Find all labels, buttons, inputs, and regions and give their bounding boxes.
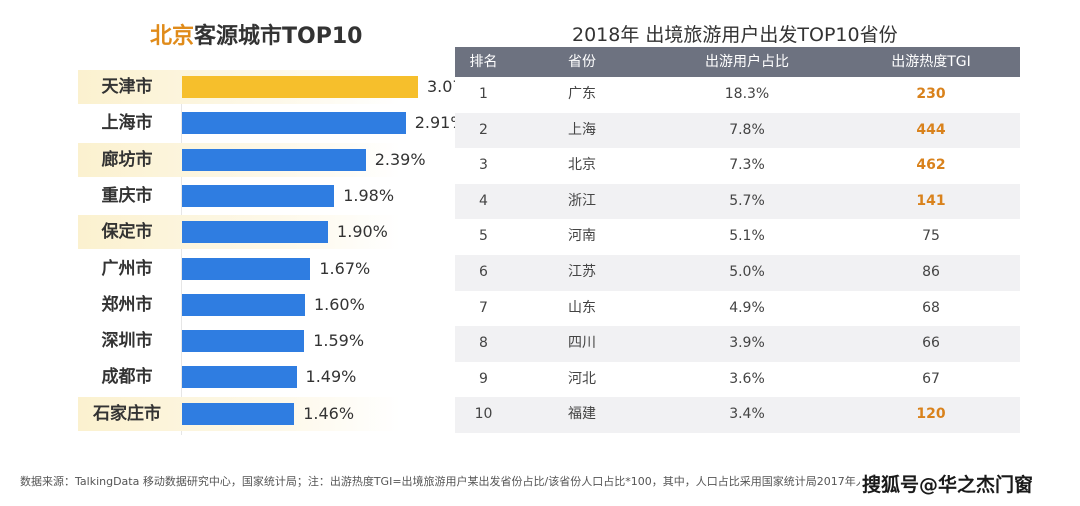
rank-cell: 10 <box>474 406 493 423</box>
province-cell: 广东 <box>568 86 596 102</box>
city-label: 郑州市 <box>101 294 153 315</box>
tgi-cell: 444 <box>916 121 946 138</box>
ratio-cell: 3.4% <box>729 406 765 423</box>
bar <box>182 184 335 207</box>
bar-value-label: 1.98% <box>343 185 395 205</box>
ratio-cell: 4.9% <box>729 299 765 316</box>
ratio-cell: 5.1% <box>729 228 765 245</box>
table-row: 6 江苏 5.0% 86 <box>455 254 1020 291</box>
table-row: 7 山东 4.9% 68 <box>455 290 1020 327</box>
bar <box>182 257 311 280</box>
province-cell: 河南 <box>568 228 596 245</box>
city-label: 上海市 <box>101 113 153 134</box>
header-ratio: 出游用户占比 <box>705 54 789 70</box>
province-cell: 四川 <box>568 335 596 352</box>
bar <box>182 293 305 316</box>
tgi-cell: 462 <box>916 157 946 174</box>
tgi-cell: 67 <box>922 370 940 387</box>
bar <box>182 76 418 98</box>
table-row: 3 北京 7.3% 462 <box>455 148 1020 184</box>
left-bar-chart: 天津市 3.07% 上海市 2.91% 廊坊市 2.39% 重庆市 1.98% 保定市 1.90%… <box>78 70 478 435</box>
bar-value-label: 1.60% <box>313 294 365 314</box>
ratio-cell: 5.7% <box>729 192 765 209</box>
table-row: 2 上海 7.8% 444 <box>455 112 1020 149</box>
bar-value-label: 1.59% <box>313 331 365 351</box>
tgi-cell: 120 <box>916 406 946 423</box>
table-row: 4 浙江 5.7% 141 <box>455 183 1020 220</box>
province-cell: 北京 <box>568 157 596 174</box>
rank-cell: 1 <box>479 86 488 102</box>
province-cell: 上海 <box>568 121 596 138</box>
tgi-cell: 68 <box>922 299 940 316</box>
table-row: 10 福建 3.4% 120 <box>455 397 1020 433</box>
bar <box>182 221 329 244</box>
bar-value-label: 1.49% <box>305 367 357 387</box>
ratio-cell: 3.6% <box>729 370 765 387</box>
bar-value-label: 2.91% <box>414 113 466 133</box>
province-cell: 江苏 <box>568 263 596 280</box>
province-cell: 河北 <box>568 370 596 387</box>
rank-cell: 5 <box>479 228 488 245</box>
rank-cell: 6 <box>479 263 488 280</box>
city-label: 保定市 <box>101 222 153 243</box>
city-label: 广州市 <box>101 258 153 279</box>
source-note: 数据来源：TalkingData 移动数据研究中心，国家统计局；注：出游热度TG… <box>20 475 860 488</box>
rank-cell: 7 <box>479 299 488 316</box>
rank-cell: 8 <box>479 335 488 352</box>
left-chart-title-highlight: 北京 <box>150 24 195 49</box>
table-body: 1 广东 18.3% 230 2 上海 7.8% 444 3 北京 7.3% 462 4 浙江 5.7% 14… <box>455 77 1020 433</box>
left-chart-title-rest: 客源城市TOP10 <box>194 24 363 49</box>
tgi-cell: 66 <box>922 335 940 352</box>
ratio-cell: 3.9% <box>729 335 765 352</box>
tgi-cell: 75 <box>922 228 940 245</box>
bar-value-label: 2.39% <box>374 149 426 169</box>
left-chart-title: 北京客源城市TOP10 <box>150 18 362 50</box>
ratio-cell: 7.3% <box>729 157 765 174</box>
bar-value-label: 1.67% <box>319 258 371 278</box>
bar <box>182 402 295 425</box>
bar-value-label: 1.90% <box>337 222 388 242</box>
ratio-cell: 5.0% <box>729 263 765 280</box>
right-table-title: 2018年 出境旅游用户出发TOP10省份 <box>572 24 898 46</box>
watermark: 搜狐号@华之杰门窗 <box>862 474 1034 496</box>
bar <box>182 112 406 135</box>
province-cell: 山东 <box>568 299 596 316</box>
city-label: 石家庄市 <box>93 403 161 424</box>
tgi-cell: 86 <box>922 263 940 280</box>
header-tgi: 出游热度TGI <box>891 54 971 70</box>
table-row: 1 广东 18.3% 230 <box>455 77 1020 113</box>
city-label: 深圳市 <box>101 331 153 352</box>
ratio-cell: 18.3% <box>724 86 770 102</box>
header-province: 省份 <box>568 54 596 70</box>
table-header-row: 排名 省份 出游用户占比 出游热度TGI <box>455 47 1020 77</box>
table-row: 5 河南 5.1% 75 <box>455 219 1020 255</box>
rank-cell: 9 <box>479 370 488 387</box>
province-table: 排名 省份 出游用户占比 出游热度TGI 1 广东 18.3% 230 2 上海 7.8% 4… <box>455 47 1020 433</box>
bar <box>182 148 366 171</box>
bar <box>182 330 305 353</box>
rank-cell: 3 <box>479 157 488 174</box>
city-label: 成都市 <box>101 367 153 388</box>
bar <box>182 366 297 389</box>
rank-cell: 4 <box>479 192 488 209</box>
province-cell: 浙江 <box>568 192 596 209</box>
left-chart-divider <box>181 70 182 435</box>
header-rank: 排名 <box>469 54 498 70</box>
rank-cell: 2 <box>479 121 488 138</box>
city-label: 天津市 <box>101 77 153 97</box>
city-label: 廊坊市 <box>101 149 153 170</box>
tgi-cell: 141 <box>916 192 946 209</box>
province-cell: 福建 <box>568 406 596 423</box>
table-row: 8 四川 3.9% 66 <box>455 326 1020 362</box>
tgi-cell: 230 <box>916 86 946 102</box>
bar-value-label: 1.46% <box>303 403 355 423</box>
city-label: 重庆市 <box>101 185 153 206</box>
table-row: 9 河北 3.6% 67 <box>455 361 1020 398</box>
ratio-cell: 7.8% <box>729 121 765 138</box>
